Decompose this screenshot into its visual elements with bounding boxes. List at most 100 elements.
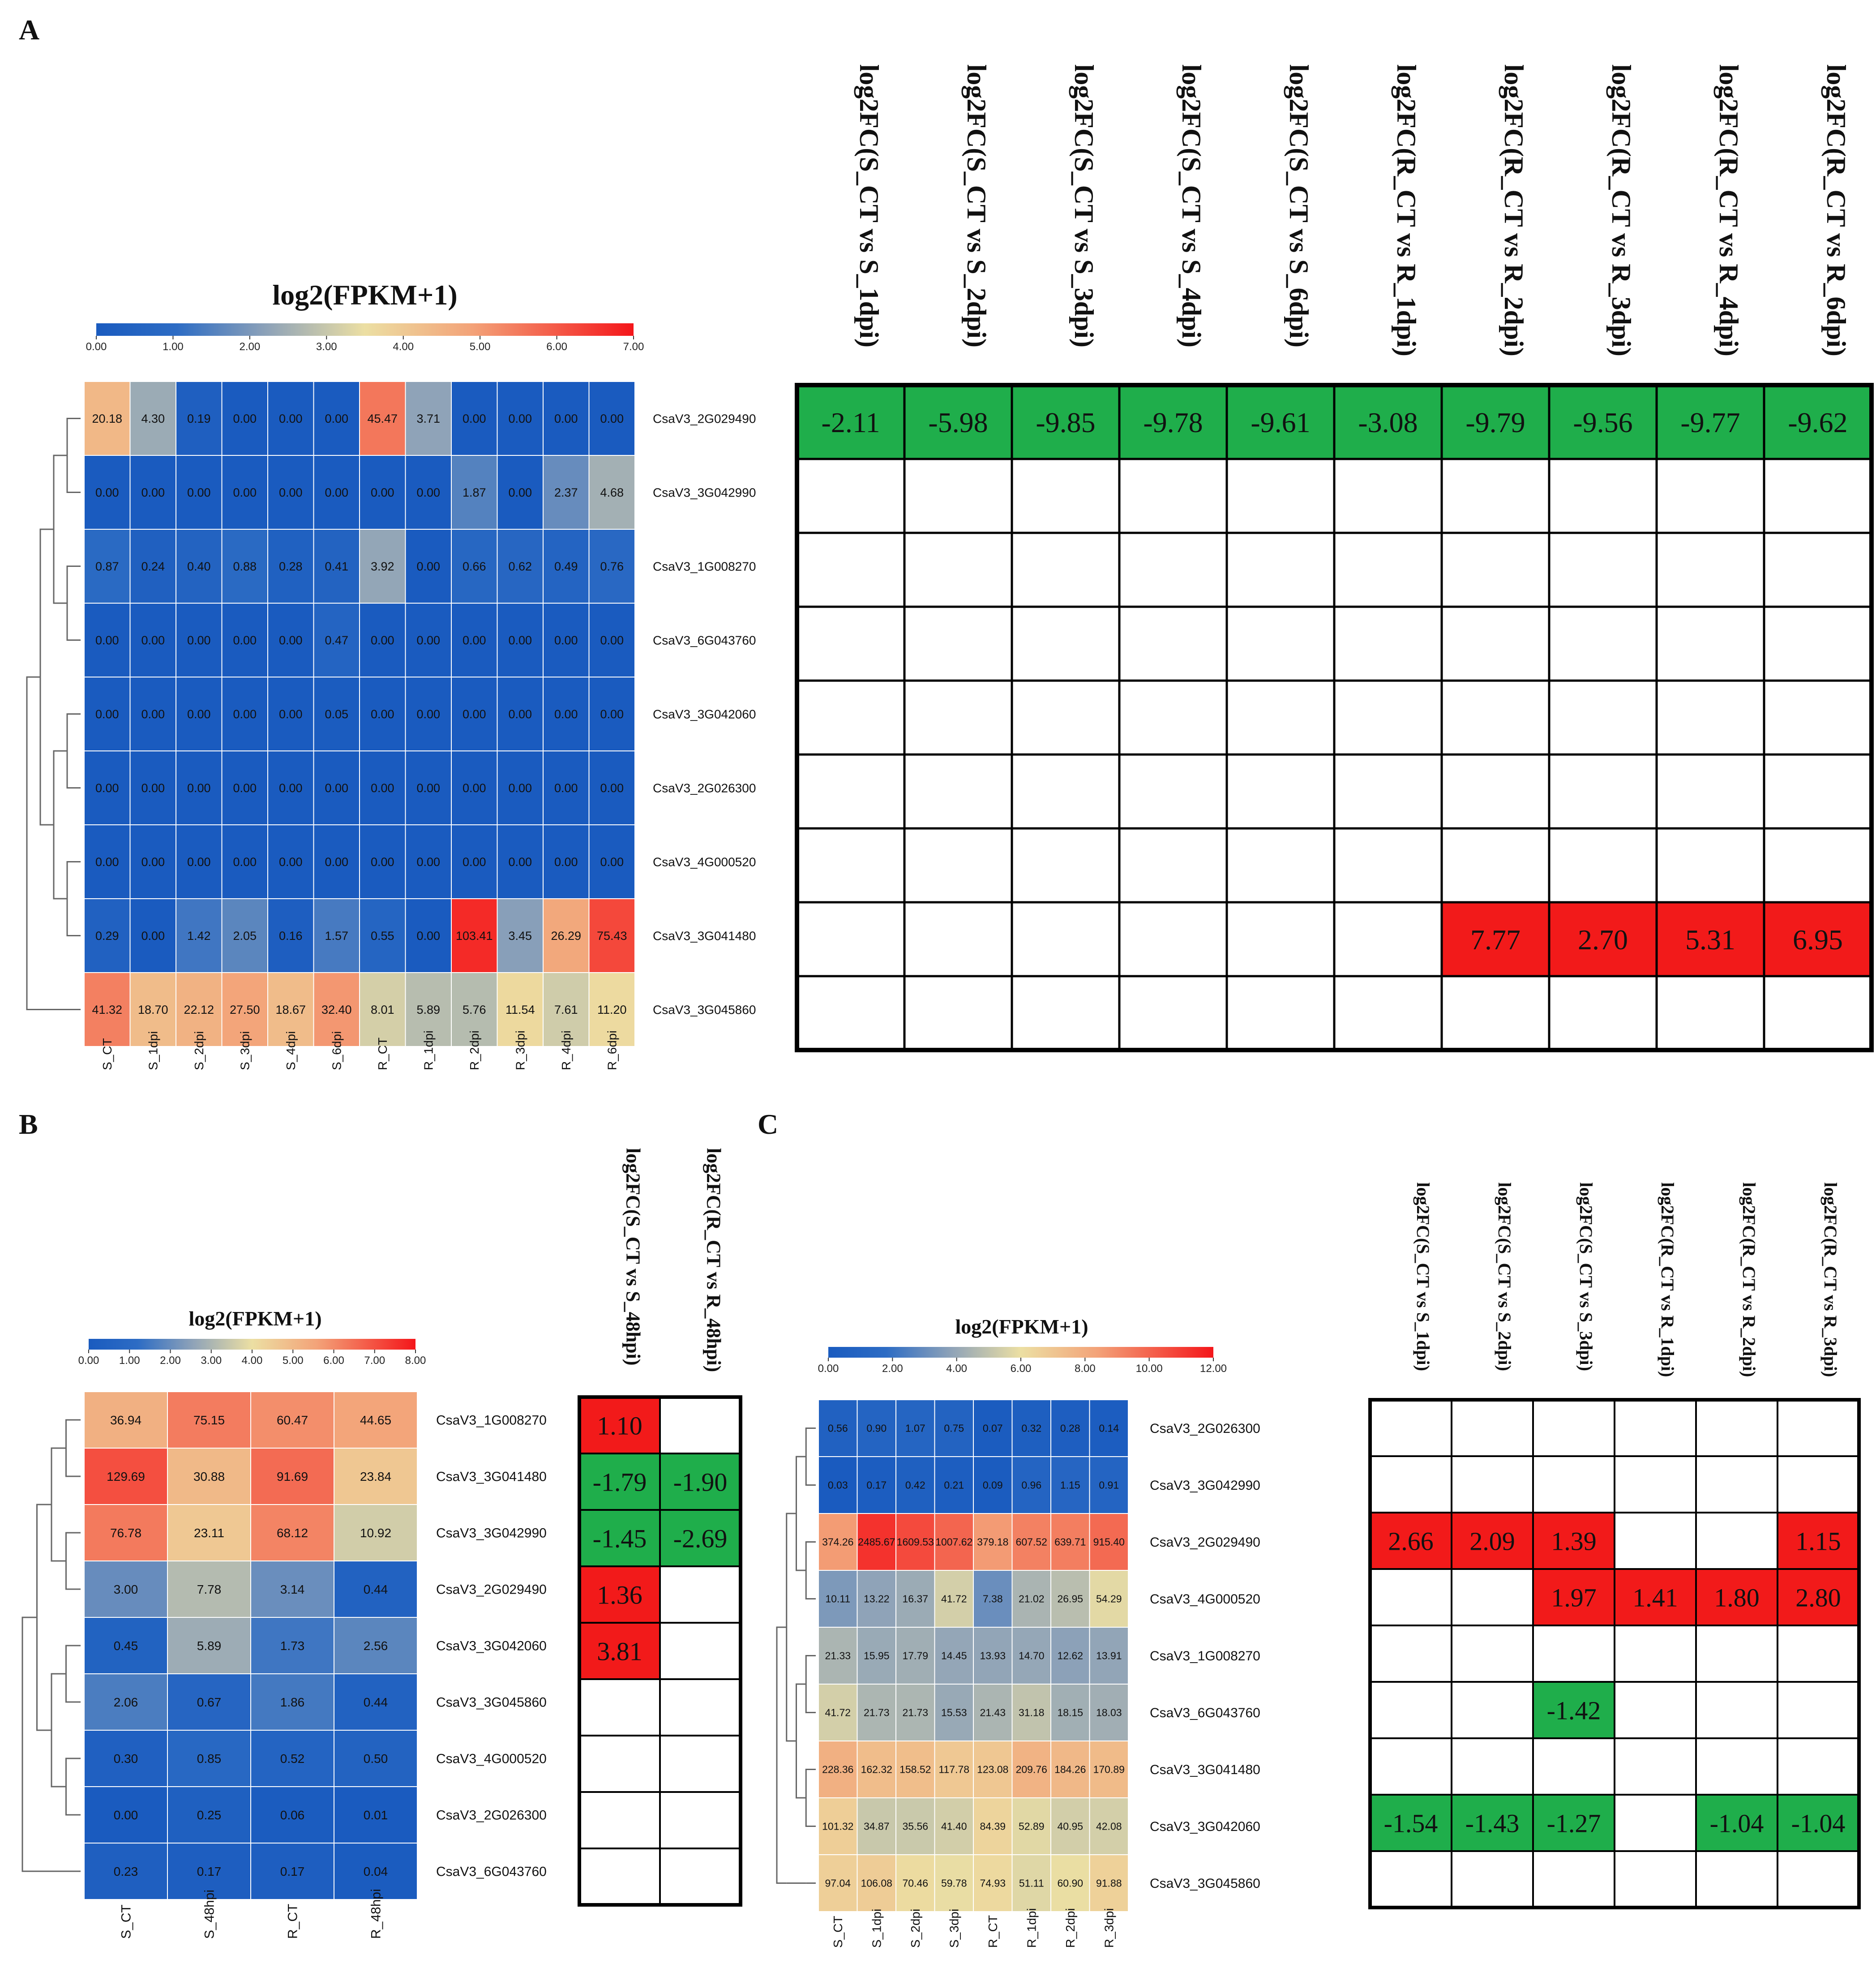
heatmap-cell-label: 2485.67 (858, 1536, 895, 1548)
panel-label: B (19, 1108, 38, 1140)
heatmap-cell-label: 117.78 (938, 1764, 969, 1775)
heatmap-cell-label: 1007.62 (935, 1536, 972, 1548)
fc-cell (578, 1791, 661, 1849)
legend-tick-label: 5.00 (470, 341, 491, 353)
heatmap-cell-label: 60.47 (277, 1413, 308, 1427)
fc-cell (1548, 532, 1658, 608)
heatmap-cell-label: 0.66 (463, 560, 486, 573)
heatmap-cell-label: 91.88 (1096, 1878, 1122, 1889)
heatmap-cell (818, 1399, 858, 1457)
heatmap-cell-label: 0.00 (95, 855, 119, 869)
row-label: CsaV3_2G029490 (1150, 1535, 1260, 1550)
heatmap-cell (543, 750, 590, 825)
heatmap-cell (167, 1673, 251, 1731)
heatmap-cell-label: 45.47 (367, 412, 398, 425)
fc-table-border (578, 1395, 742, 1907)
heatmap-cell (167, 1504, 251, 1561)
heatmap-cell-label: 16.37 (902, 1593, 928, 1605)
heatmap-cell-label: 0.28 (1060, 1423, 1080, 1434)
heatmap-cell (543, 898, 590, 973)
fc-cell-label: -9.62 (1788, 407, 1847, 438)
heatmap-cell-label: 170.89 (1093, 1764, 1125, 1775)
heatmap-cell (1050, 1456, 1090, 1514)
fc-cell (1532, 1850, 1615, 1908)
heatmap-cell-label: 41.72 (825, 1707, 851, 1719)
fc-cell-label: -1.79 (593, 1467, 647, 1496)
heatmap-cell (84, 898, 131, 973)
heatmap-cell-label: 35.56 (902, 1821, 928, 1832)
fc-cell (1548, 679, 1658, 756)
heatmap-cell (167, 1391, 251, 1449)
legend-tick-label: 10.00 (1136, 1363, 1163, 1375)
heatmap-cell-label: 75.43 (597, 929, 627, 943)
legend-tick-label: 3.00 (201, 1355, 222, 1367)
heatmap-cell-label: 5.76 (463, 1003, 486, 1016)
heatmap-cell (934, 1570, 974, 1628)
heatmap-cell (359, 972, 406, 1047)
heatmap-cell-label: 0.00 (141, 707, 165, 721)
heatmap-cell-label: 0.00 (600, 781, 624, 795)
fc-cell (1548, 605, 1658, 682)
row-label: CsaV3_3G041480 (653, 929, 756, 943)
row-label: CsaV3_1G008270 (653, 559, 756, 573)
fc-cell (1655, 384, 1765, 460)
heatmap-cell (973, 1741, 1013, 1798)
heatmap-cell (359, 603, 406, 677)
column-label: R_2dpi (1063, 1908, 1077, 1948)
heatmap-cell (1011, 1456, 1051, 1514)
fc-cell-label: -1.54 (1384, 1809, 1438, 1838)
heatmap-cell-label: 0.00 (141, 634, 165, 647)
fc-cell (1695, 1794, 1778, 1852)
heatmap-cell (543, 455, 590, 530)
column-label: S_1dpi (146, 1031, 160, 1070)
heatmap-cell (497, 603, 544, 677)
fc-cell (578, 1453, 661, 1511)
fc-cell (1118, 679, 1228, 756)
heatmap-cell-label: 228.36 (822, 1764, 853, 1775)
fc-cell (1011, 679, 1121, 756)
heatmap-cell (129, 603, 176, 677)
heatmap-cell (250, 1730, 334, 1787)
heatmap-cell-label: 0.00 (508, 486, 532, 499)
fc-cell (1548, 458, 1658, 534)
fc-cell (659, 1678, 741, 1736)
fc-cell (659, 1453, 741, 1511)
fc-cell (1011, 532, 1121, 608)
heatmap-cell (405, 381, 452, 456)
fc-cell-label: 2.80 (1795, 1583, 1841, 1612)
heatmap-cell (588, 529, 635, 604)
heatmap-cell-label: 32.40 (321, 1003, 352, 1016)
heatmap-cell-label: 0.00 (279, 707, 303, 721)
heatmap-cell-label: 0.00 (371, 486, 394, 499)
dendrogram (26, 418, 81, 1010)
fc-cell-label: -1.43 (1465, 1809, 1520, 1838)
dendrogram-branch (51, 1673, 66, 1788)
heatmap-cell-label: 0.00 (600, 855, 624, 869)
fc-cell-label: 1.36 (597, 1580, 642, 1609)
heatmap-cell-label: 3.14 (280, 1582, 305, 1596)
fc-column-header: log2FC(R_CT vs R_6dpi) (1821, 64, 1851, 356)
heatmap-cell-label: 0.01 (364, 1808, 388, 1822)
heatmap-cell-label: 0.00 (187, 707, 211, 721)
heatmap-cell (221, 455, 268, 530)
fc-cell (796, 679, 906, 756)
heatmap-cell-label: 0.00 (95, 486, 119, 499)
fc-cell (1369, 1681, 1452, 1739)
fc-cell (1440, 605, 1550, 682)
heatmap-cell-label: 0.88 (233, 560, 257, 573)
fc-cell (1118, 901, 1228, 977)
row-label: CsaV3_2G029490 (653, 412, 756, 425)
legend-tick-label: 4.00 (946, 1363, 967, 1375)
fc-cell (578, 1735, 661, 1793)
fc-cell-label: -2.11 (822, 407, 880, 438)
heatmap-cell (267, 677, 314, 751)
heatmap-cell-label: 0.00 (187, 486, 211, 499)
heatmap-cell-label: 21.43 (980, 1707, 1006, 1719)
column-label: R_1dpi (422, 1030, 436, 1070)
row-label: CsaV3_4G000520 (653, 855, 756, 869)
heatmap-cell-label: 21.73 (902, 1707, 928, 1719)
heatmap-cell-label: 106.08 (861, 1878, 892, 1889)
heatmap-cell-label: 4.68 (600, 486, 624, 499)
heatmap-cell (588, 381, 635, 456)
column-label: S_2dpi (908, 1909, 922, 1948)
